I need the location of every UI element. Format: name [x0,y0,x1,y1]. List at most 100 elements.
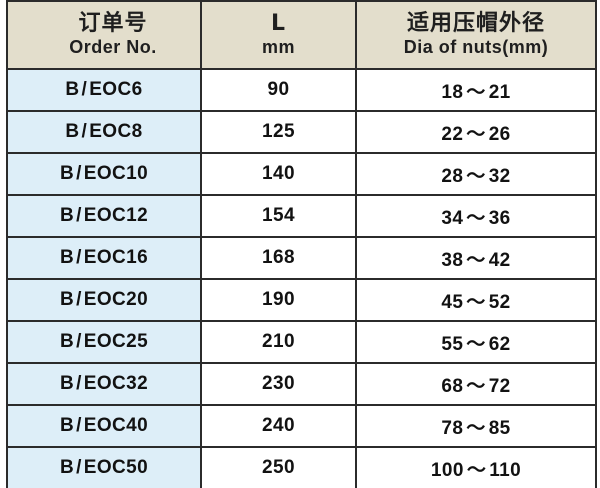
cell-length-mm: 154 [201,195,357,238]
order-no-prefix: B [59,373,75,394]
cell-dia-of-nuts: 34 ～ 36 [356,195,596,238]
order-no-separator: / [76,457,82,478]
table-row: B / EOC40 240 78 ～ 85 [7,405,596,448]
order-no-prefix: B [59,247,75,268]
cell-length-mm: 240 [201,405,357,448]
dia-range: 22 ～ 26 [441,119,510,146]
order-no-text: B / EOC16 [60,247,148,269]
table-row: B / EOC6 90 18 ～ 21 [7,69,596,112]
order-no-prefix: B [59,205,75,226]
cell-length-mm: 210 [201,321,357,364]
order-no-prefix: B [59,331,75,352]
order-no-separator: / [81,121,88,142]
order-no-suffix: EOC50 [83,457,149,478]
dia-max: 72 [488,375,511,397]
dia-min: 78 [441,417,464,439]
dia-min: 45 [441,291,464,313]
order-no-separator: / [76,205,82,226]
cell-dia-of-nuts: 45 ～ 52 [356,279,596,322]
table-row: B / EOC10 140 28 ～ 32 [7,153,596,196]
column-header-length-symbol: L [270,10,287,36]
order-no-separator: / [76,331,82,352]
column-header-order-no: 订单号 Order No. [7,1,202,70]
cell-length-mm: 90 [201,69,357,112]
cell-length-mm: 168 [201,237,357,280]
order-no-prefix: B [65,79,80,100]
table-row: B / EOC12 154 34 ～ 36 [7,195,596,238]
order-no-text: B / EOC10 [60,163,148,185]
table-row: B / EOC25 210 55 ～ 62 [7,321,596,364]
dia-range-separator: ～ [466,164,486,187]
dia-min: 68 [441,375,464,397]
order-no-suffix: EOC10 [83,163,149,184]
cell-order-no: B / EOC32 [7,363,202,406]
order-no-separator: / [76,289,82,310]
dia-min: 38 [441,249,464,271]
order-no-separator: / [76,247,82,268]
dia-range: 28 ～ 32 [441,161,510,188]
order-no-prefix: B [65,121,80,142]
cell-dia-of-nuts: 78 ～ 85 [356,405,596,448]
table-row: B / EOC32 230 68 ～ 72 [7,363,596,406]
dia-max: 32 [488,165,511,187]
dia-range-separator: ～ [466,80,486,103]
cell-dia-of-nuts: 55 ～ 62 [356,321,596,364]
order-no-suffix: EOC8 [89,121,143,142]
column-header-length: L mm [201,1,357,70]
cell-order-no: B / EOC20 [7,279,202,322]
column-header-order-no-cn: 订单号 [78,10,148,36]
order-no-suffix: EOC16 [83,247,149,268]
table-row: B / EOC20 190 45 ～ 52 [7,279,596,322]
cell-length-mm: 250 [201,447,357,488]
dia-max: 26 [488,123,511,145]
dia-range: 34 ～ 36 [441,203,510,230]
cell-dia-of-nuts: 22 ～ 26 [356,111,596,154]
dia-max: 62 [488,333,511,355]
column-header-dia-of-nuts-en: Dia of nuts(mm) [403,37,549,58]
header-row: 订单号 Order No. L mm 适用压帽外径 Dia of nuts(mm… [7,1,596,70]
dia-range: 45 ～ 52 [441,287,510,314]
dia-range-separator: ～ [466,374,486,397]
order-no-prefix: B [59,289,75,310]
cell-dia-of-nuts: 68 ～ 72 [356,363,596,406]
table-body: B / EOC6 90 18 ～ 21 B / EOC8 125 22 ～ 26 B / EOC10 140 28 ～… [7,69,596,488]
table-row: B / EOC8 125 22 ～ 26 [7,111,596,154]
order-no-suffix: EOC20 [83,289,149,310]
dia-range-separator: ～ [466,248,486,271]
order-no-suffix: EOC25 [83,331,149,352]
order-no-prefix: B [59,415,75,436]
dia-range: 100 ～ 110 [431,455,521,482]
cell-order-no: B / EOC6 [7,69,202,112]
order-no-text: B / EOC32 [60,373,148,395]
column-header-dia-of-nuts: 适用压帽外径 Dia of nuts(mm) [356,1,596,70]
dia-max: 42 [488,249,511,271]
order-no-prefix: B [59,163,75,184]
dia-max: 110 [489,459,522,481]
cell-length-mm: 125 [201,111,357,154]
order-no-text: B / EOC40 [60,415,148,437]
spec-table-container: 订单号 Order No. L mm 适用压帽外径 Dia of nuts(mm… [6,0,597,488]
dia-min: 55 [441,333,464,355]
dia-max: 85 [488,417,511,439]
cell-order-no: B / EOC40 [7,405,202,448]
table-row: B / EOC16 168 38 ～ 42 [7,237,596,280]
dia-range: 78 ～ 85 [441,413,510,440]
order-no-text: B / EOC25 [60,331,148,353]
dia-range-separator: ～ [466,458,487,481]
dia-max: 36 [488,207,511,229]
dia-range: 55 ～ 62 [441,329,510,356]
cell-order-no: B / EOC12 [7,195,202,238]
cell-order-no: B / EOC25 [7,321,202,364]
dia-range-separator: ～ [466,122,486,145]
dia-range: 68 ～ 72 [441,371,510,398]
cell-length-mm: 190 [201,279,357,322]
order-no-separator: / [76,373,82,394]
dia-max: 21 [488,81,511,103]
order-no-prefix: B [59,457,75,478]
dia-range-separator: ～ [466,206,486,229]
dia-min: 18 [441,81,464,103]
order-no-suffix: EOC32 [83,373,149,394]
order-no-separator: / [76,415,82,436]
cell-order-no: B / EOC8 [7,111,202,154]
cell-order-no: B / EOC16 [7,237,202,280]
